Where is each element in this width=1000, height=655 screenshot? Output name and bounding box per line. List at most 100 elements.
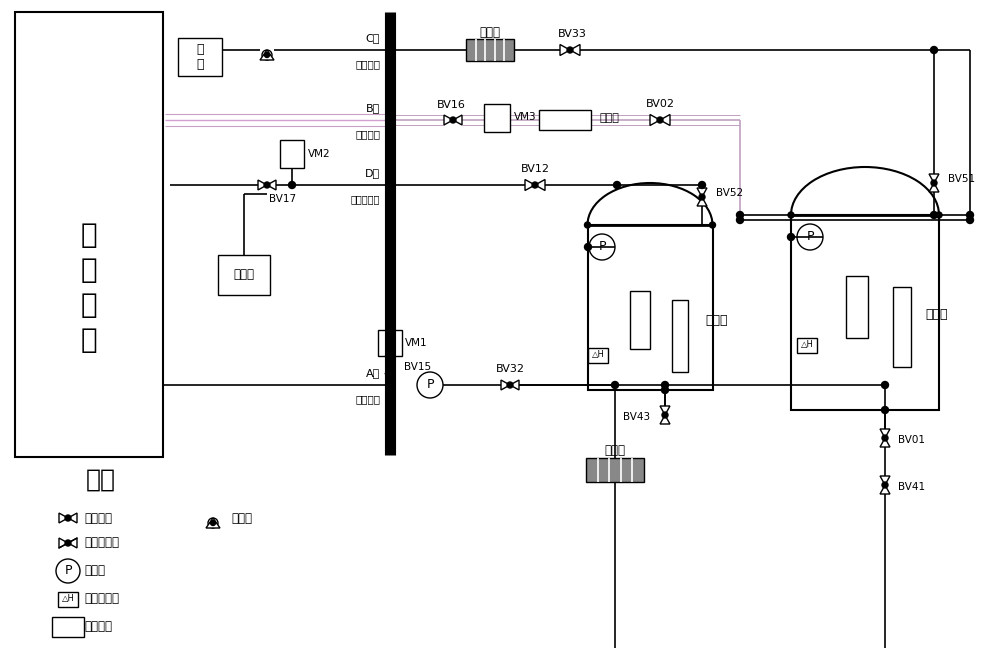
Polygon shape — [453, 115, 462, 125]
Text: 真空泵接口: 真空泵接口 — [351, 194, 380, 204]
Polygon shape — [660, 406, 670, 415]
Circle shape — [966, 217, 974, 223]
Circle shape — [288, 181, 296, 189]
Text: 减压阀: 减压阀 — [231, 512, 252, 525]
Text: △H: △H — [62, 595, 74, 603]
Polygon shape — [660, 115, 670, 126]
Text: BV41: BV41 — [898, 482, 925, 492]
Text: P: P — [426, 379, 434, 392]
Text: VM3: VM3 — [514, 112, 537, 122]
Polygon shape — [697, 188, 707, 197]
Polygon shape — [660, 415, 670, 424]
Circle shape — [657, 117, 663, 123]
Circle shape — [264, 182, 270, 188]
Text: △H: △H — [592, 350, 604, 360]
Bar — [672, 300, 688, 372]
Circle shape — [699, 194, 705, 200]
Text: B口: B口 — [366, 103, 380, 113]
Text: P: P — [64, 565, 72, 578]
Text: 压差传感器: 压差传感器 — [84, 593, 119, 605]
Text: 图例: 图例 — [86, 468, 116, 492]
Text: BV17: BV17 — [269, 194, 296, 204]
Text: 储液箱: 储液箱 — [925, 309, 948, 322]
Text: VM2: VM2 — [308, 149, 331, 159]
Circle shape — [65, 515, 71, 521]
Polygon shape — [880, 438, 890, 447]
Bar — [218, 255, 270, 295]
Polygon shape — [880, 485, 890, 494]
Text: 气源接口: 气源接口 — [355, 59, 380, 69]
Bar — [630, 291, 650, 349]
Text: VM1: VM1 — [405, 338, 428, 348]
Polygon shape — [258, 180, 267, 190]
Text: BV01: BV01 — [898, 435, 925, 445]
Polygon shape — [570, 45, 580, 56]
Text: 手动球阀: 手动球阀 — [84, 512, 112, 525]
Polygon shape — [267, 180, 276, 190]
Circle shape — [507, 382, 513, 388]
Text: 过滤器: 过滤器 — [604, 443, 626, 457]
Bar — [280, 140, 304, 168]
Circle shape — [614, 181, 620, 189]
Text: 流: 流 — [81, 221, 97, 249]
Text: 过滤器: 过滤器 — [480, 26, 501, 39]
Text: 真空规管: 真空规管 — [84, 620, 112, 633]
Circle shape — [387, 362, 393, 368]
Bar — [178, 38, 222, 76]
Text: P: P — [598, 240, 606, 253]
Polygon shape — [501, 380, 510, 390]
Polygon shape — [59, 538, 68, 548]
Text: C口: C口 — [366, 33, 380, 43]
Bar — [797, 337, 817, 352]
Circle shape — [386, 381, 394, 388]
Bar — [791, 215, 939, 410]
Circle shape — [930, 212, 938, 219]
Polygon shape — [525, 179, 535, 191]
Text: 加注接口: 加注接口 — [355, 394, 380, 404]
Bar — [846, 276, 868, 338]
Bar — [539, 110, 591, 130]
Circle shape — [882, 435, 888, 441]
Text: 压力表: 压力表 — [84, 565, 105, 578]
Polygon shape — [444, 115, 453, 125]
Text: 回液接口: 回液接口 — [355, 129, 380, 139]
Circle shape — [736, 212, 744, 219]
Polygon shape — [650, 115, 660, 126]
Circle shape — [662, 381, 668, 388]
Circle shape — [450, 117, 456, 123]
Circle shape — [736, 217, 744, 223]
Circle shape — [966, 212, 974, 219]
Circle shape — [584, 244, 592, 250]
Circle shape — [936, 212, 942, 218]
Polygon shape — [697, 197, 707, 206]
Circle shape — [931, 180, 937, 186]
Text: BV43: BV43 — [623, 412, 650, 422]
Polygon shape — [560, 45, 570, 56]
Bar — [588, 348, 608, 362]
Text: 溢流槽: 溢流槽 — [705, 314, 728, 326]
Bar — [15, 12, 163, 457]
Circle shape — [584, 222, 590, 228]
Circle shape — [788, 212, 794, 218]
Circle shape — [698, 181, 706, 189]
Text: BV16: BV16 — [437, 100, 465, 110]
Bar — [378, 330, 402, 356]
Circle shape — [710, 222, 716, 228]
Circle shape — [612, 381, 618, 388]
Polygon shape — [510, 380, 519, 390]
Text: △H: △H — [801, 341, 813, 350]
Polygon shape — [206, 518, 220, 528]
Circle shape — [662, 412, 668, 418]
Circle shape — [788, 233, 794, 240]
Text: 气
源: 气 源 — [196, 43, 204, 71]
Polygon shape — [385, 365, 395, 374]
Circle shape — [264, 52, 270, 58]
Bar — [588, 225, 712, 390]
Circle shape — [882, 381, 889, 388]
Polygon shape — [68, 538, 77, 548]
Bar — [466, 39, 514, 61]
Text: BV12: BV12 — [520, 164, 550, 174]
Text: BV51: BV51 — [948, 174, 975, 184]
Text: BV02: BV02 — [646, 99, 674, 109]
Polygon shape — [260, 50, 274, 60]
